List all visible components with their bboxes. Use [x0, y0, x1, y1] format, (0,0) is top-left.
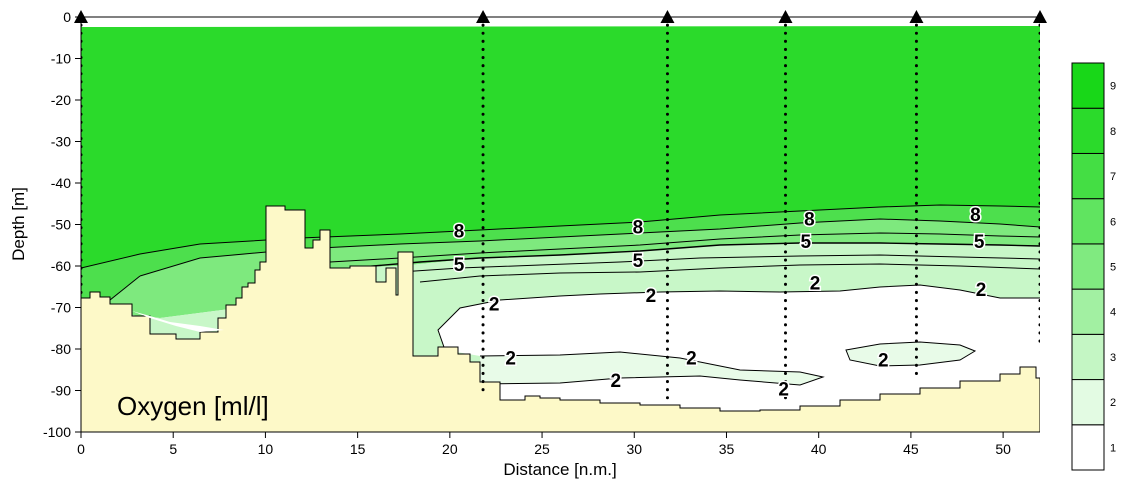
contour-label: 2: [686, 348, 697, 369]
station-profiles: [81, 17, 1040, 401]
contour-label: 2: [505, 348, 516, 369]
contour-line-2-east: [845, 341, 977, 367]
contour-label: 2: [646, 286, 657, 307]
colorbar-swatch: [1071, 152, 1105, 200]
contour-label: 5: [974, 232, 985, 253]
station-marker: [660, 10, 675, 23]
colorbar-swatch: [1071, 243, 1105, 290]
contour-label: 2: [878, 350, 889, 371]
contour-label: 8: [804, 209, 815, 230]
contour-label: 2: [489, 294, 500, 315]
y-tick-label: -20: [51, 92, 71, 108]
colorbar-label: 2: [1110, 397, 1116, 409]
x-tick-label: 5: [169, 441, 177, 457]
colorbar-label: 4: [1110, 307, 1116, 319]
colorbar-label: 8: [1110, 126, 1116, 138]
contour-label: 2: [611, 371, 622, 392]
y-tick-label: -70: [51, 300, 71, 316]
contour-line-2-lower: [479, 351, 825, 386]
contour-label: 5: [800, 232, 811, 253]
contour-label: 8: [970, 205, 981, 226]
contour-line-4: [399, 254, 1040, 273]
y-tick-label: -100: [43, 424, 71, 440]
title-backdrop: [110, 384, 300, 426]
contour-label: 2: [810, 274, 821, 295]
y-tick-label: -50: [51, 217, 71, 233]
y-tick-label: -80: [51, 341, 71, 357]
x-tick-label: 0: [77, 441, 85, 457]
contour-label: 8: [454, 222, 465, 243]
colorbar-label: 6: [1110, 216, 1116, 228]
x-axis-ticks: 0 5 10 15 20 25 30 35 40 45 50: [77, 432, 1011, 457]
colorbar-label: 1: [1110, 442, 1116, 454]
colorbar-swatch: [1071, 107, 1105, 154]
y-tick-label: -90: [51, 383, 71, 399]
y-tick-label: -10: [51, 51, 71, 67]
contour-line-6: [329, 232, 1040, 263]
contour-label: 8: [633, 218, 644, 239]
x-tick-label: 45: [903, 441, 919, 457]
x-tick-label: 30: [626, 441, 642, 457]
oxygen-area-below-2-lower: [480, 352, 823, 385]
colorbar-label: 3: [1110, 352, 1116, 364]
contour-label: 5: [633, 251, 644, 272]
contour-lines: [81, 204, 1040, 386]
y-axis-label: Depth [m]: [9, 187, 28, 261]
seabed-terrain: [81, 205, 1040, 432]
colorbar-label: 5: [1110, 262, 1116, 274]
x-tick-label: 10: [258, 441, 274, 457]
station-marker: [476, 10, 491, 23]
colorbar: 1 2 3 4 5 6 7 8 9: [1071, 62, 1116, 471]
x-axis-label: Distance [n.m.]: [503, 460, 616, 479]
oxygen-area-above-8: [81, 26, 1040, 268]
chart-title: Oxygen [ml/l]: [117, 391, 269, 421]
colorbar-swatch: [1071, 198, 1105, 245]
colorbar-swatch: [1071, 424, 1105, 471]
y-tick-label: -60: [51, 258, 71, 274]
x-tick-label: 20: [442, 441, 458, 457]
y-axis-ticks: 0 -10 -20 -30 -40 -50 -60 -70 -80 -90 -100: [43, 9, 81, 440]
x-tick-label: 35: [719, 441, 735, 457]
y-tick-label: 0: [63, 9, 71, 25]
contour-line-2-upper: [437, 284, 1040, 351]
colorbar-label: 7: [1110, 171, 1116, 183]
x-tick-label: 40: [811, 441, 827, 457]
colorbar-swatch: [1071, 379, 1105, 426]
contour-label: 5: [454, 255, 465, 276]
y-tick-label: -30: [51, 134, 71, 150]
colorbar-swatch: [1071, 62, 1105, 109]
contour-line-3: [419, 263, 1040, 283]
colorbar-swatch: [1071, 333, 1105, 381]
station-marker: [778, 10, 793, 23]
station-marker: [1033, 10, 1047, 23]
x-tick-label: 25: [534, 441, 550, 457]
y-tick-label: -40: [51, 175, 71, 191]
oxygen-band-7-8: [81, 205, 1040, 300]
seabed-cutout-west: [132, 311, 224, 332]
contour-line-8-upper: [81, 204, 1040, 269]
contour-label: 2: [778, 379, 789, 400]
x-tick-label: 15: [350, 441, 366, 457]
oxygen-area-below-2-east: [846, 342, 975, 366]
colorbar-label: 9: [1110, 81, 1116, 93]
colorbar-swatch: [1071, 288, 1105, 335]
station-marker: [909, 10, 924, 23]
x-tick-label: 50: [995, 441, 1011, 457]
contour-line-5: [349, 242, 1040, 269]
contour-label: 2: [976, 280, 987, 301]
